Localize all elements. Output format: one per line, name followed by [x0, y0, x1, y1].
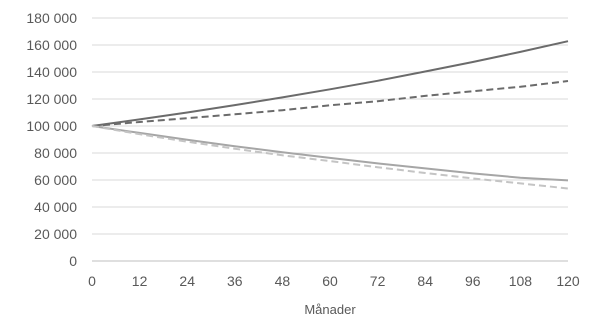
y-axis-tick-labels: 0 20 000 40 000 60 000 80 000 100 000 120 000 1… — [26, 10, 77, 269]
x-tick-label: 36 — [227, 273, 243, 289]
x-tick-label: 96 — [465, 273, 481, 289]
x-tick-label: 84 — [417, 273, 433, 289]
x-tick-label: 48 — [275, 273, 291, 289]
x-tick-label: 108 — [509, 273, 533, 289]
x-axis-title: Månader — [304, 302, 356, 317]
x-tick-label: 120 — [556, 273, 580, 289]
series-line-2 — [91, 80, 569, 127]
y-tick-label: 0 — [69, 253, 77, 269]
x-tick-label: 12 — [132, 273, 148, 289]
y-tick-label: 140 000 — [26, 64, 77, 80]
x-axis-tick-labels: 0 12 24 36 48 60 72 84 96 108 120 — [88, 273, 580, 289]
series-lines — [91, 40, 569, 190]
y-tick-label: 60 000 — [34, 172, 77, 188]
x-tick-label: 24 — [179, 273, 195, 289]
y-tick-label: 180 000 — [26, 10, 77, 26]
y-tick-label: 120 000 — [26, 91, 77, 107]
series-line-1 — [91, 40, 569, 127]
y-tick-label: 100 000 — [26, 118, 77, 134]
y-tick-label: 160 000 — [26, 37, 77, 53]
gridlines — [92, 17, 568, 235]
x-tick-label: 72 — [370, 273, 386, 289]
y-tick-label: 80 000 — [34, 145, 77, 161]
series-line-4 — [91, 125, 569, 190]
x-tick-label: 60 — [322, 273, 338, 289]
y-tick-label: 40 000 — [34, 199, 77, 215]
y-tick-label: 20 000 — [34, 226, 77, 242]
series-line-3 — [91, 125, 569, 182]
x-tick-label: 0 — [88, 273, 96, 289]
